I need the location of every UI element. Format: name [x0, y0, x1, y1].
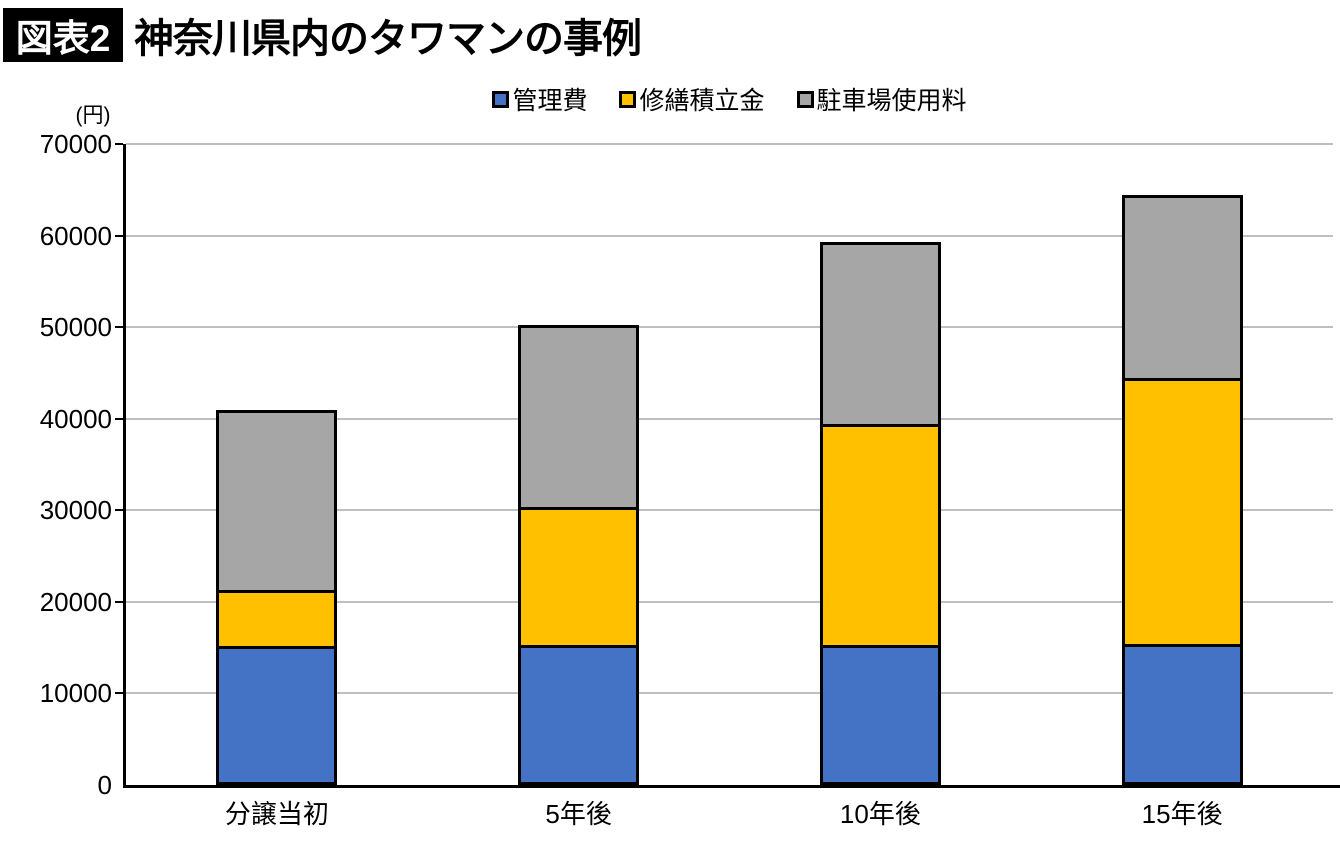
- x-tick-label-15年後: 15年後: [1141, 799, 1223, 829]
- gridline-50000: [126, 326, 1333, 329]
- x-tick-label-10年後: 10年後: [839, 799, 921, 829]
- gridline-30000: [126, 509, 1333, 512]
- y-tick-label-0: 0: [97, 770, 112, 800]
- bar-5年後: [518, 325, 640, 785]
- y-axis-unit-label: (円): [75, 104, 111, 127]
- legend-swatch-icon: [492, 90, 510, 108]
- y-tick-mark: [115, 692, 123, 695]
- x-axis-line: [123, 785, 1340, 788]
- y-tick-mark: [115, 143, 123, 145]
- y-tick-mark: [115, 600, 123, 603]
- legend-label: 駐車場使用料: [816, 87, 967, 115]
- legend-item-1: 管理費: [492, 81, 587, 117]
- figure-number-badge: 図表2: [3, 8, 123, 62]
- y-tick-mark: [115, 234, 123, 237]
- y-tick-label-50000: 50000: [39, 312, 112, 343]
- legend-item-3: 駐車場使用料: [796, 81, 967, 117]
- bar-segment-分譲当初-修繕積立金: [219, 592, 335, 650]
- gridline-70000: [126, 143, 1333, 145]
- y-tick-label-70000: 70000: [39, 129, 112, 159]
- gridline-60000: [126, 234, 1333, 237]
- bar-segment-15年後-駐車場使用料: [1124, 198, 1240, 381]
- gridline-20000: [126, 600, 1333, 603]
- legend-label: 管理費: [512, 87, 588, 115]
- bar-segment-15年後-管理費: [1124, 647, 1240, 782]
- bar-segment-分譲当初-管理費: [219, 649, 335, 782]
- y-tick-label-60000: 60000: [39, 220, 112, 251]
- bar-segment-15年後-修繕積立金: [1124, 380, 1240, 648]
- x-tick-label-分譲当初: 分譲当初: [224, 799, 329, 829]
- bar-分譲当初: [216, 409, 338, 785]
- bar-segment-5年後-修繕積立金: [521, 509, 637, 649]
- bar-segment-5年後-管理費: [521, 648, 637, 782]
- legend-label: 修繕積立金: [639, 87, 765, 115]
- y-tick-label-20000: 20000: [39, 586, 112, 617]
- y-tick-mark: [115, 326, 123, 329]
- bar-segment-10年後-管理費: [822, 647, 938, 782]
- plot-area: [126, 143, 1333, 785]
- page-title: 神奈川県内のタワマンの事例: [134, 17, 642, 61]
- bar-segment-5年後-駐車場使用料: [521, 328, 637, 510]
- y-tick-mark: [115, 509, 123, 512]
- bar-segment-分譲当初-駐車場使用料: [219, 412, 335, 593]
- legend-item-2: 修繕積立金: [619, 81, 765, 117]
- y-tick-label-10000: 10000: [39, 678, 112, 709]
- legend-swatch-icon: [796, 90, 814, 108]
- y-axis-line: [123, 144, 126, 787]
- x-tick-label-5年後: 5年後: [545, 799, 612, 829]
- y-tick-label-30000: 30000: [39, 495, 112, 526]
- chart-legend: 管理費 修繕積立金 駐車場使用料: [126, 82, 1333, 116]
- bar-segment-10年後-修繕積立金: [822, 427, 938, 648]
- bar-15年後: [1121, 195, 1243, 785]
- legend-swatch-icon: [619, 90, 637, 108]
- gridline-40000: [126, 417, 1333, 420]
- y-tick-label-40000: 40000: [39, 403, 112, 434]
- y-tick-mark: [115, 417, 123, 420]
- bar-10年後: [819, 241, 941, 785]
- gridline-10000: [126, 692, 1333, 695]
- bar-segment-10年後-駐車場使用料: [822, 244, 938, 428]
